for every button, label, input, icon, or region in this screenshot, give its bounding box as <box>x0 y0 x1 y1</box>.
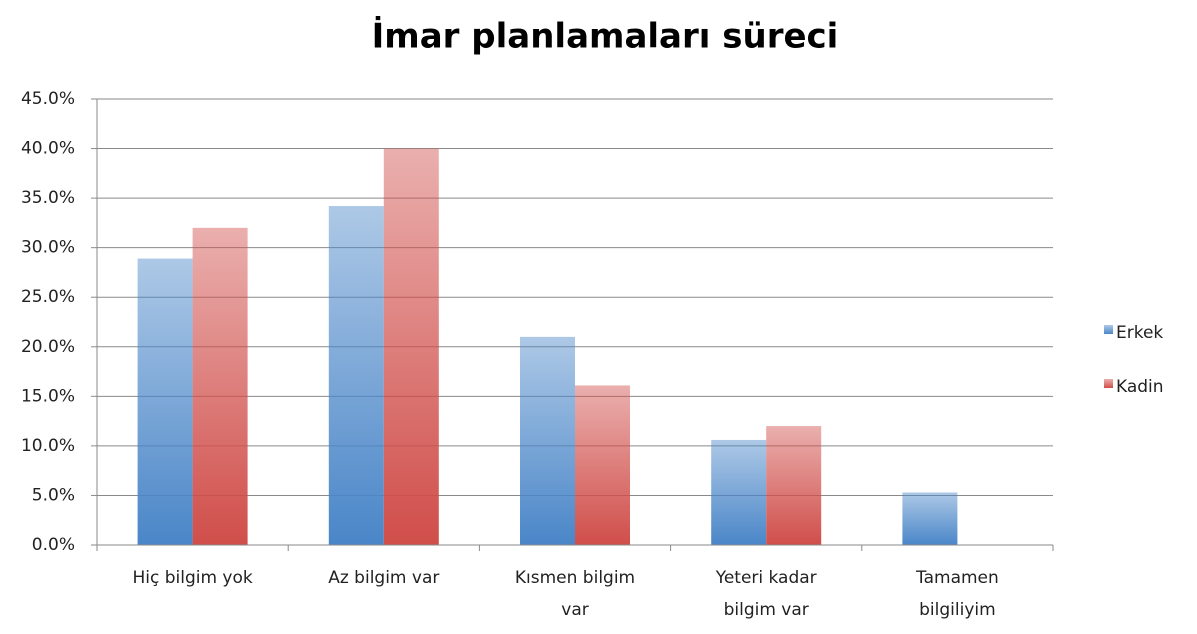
bar <box>520 336 575 545</box>
bar <box>328 206 384 546</box>
y-tick-label: 30.0% <box>21 238 75 258</box>
y-tick-label: 0.0% <box>32 535 75 555</box>
bar <box>575 385 630 545</box>
legend-label: Erkek <box>1116 323 1163 343</box>
y-tick-label: 45.0% <box>21 89 75 109</box>
chart-title: İmar planlamaları süreci <box>372 16 839 57</box>
y-tick-label: 40.0% <box>21 139 75 159</box>
bar <box>137 258 193 545</box>
legend-label: Kadin <box>1116 377 1164 397</box>
legend-swatch <box>1104 379 1113 388</box>
x-tick-label: Hiç bilgim yok <box>132 568 252 588</box>
x-tick-label: Kısmen bilgim var <box>515 568 635 620</box>
y-tick-label: 10.0% <box>21 436 75 456</box>
y-tick-label: 5.0% <box>32 485 75 505</box>
y-tick-label: 25.0% <box>21 287 75 307</box>
bar <box>766 426 822 545</box>
bar <box>192 227 248 545</box>
bar <box>902 492 958 545</box>
legend-swatch <box>1104 325 1113 334</box>
x-tick-label: Tamamen bilgiliyim <box>915 568 999 620</box>
x-tick-label: Yeteri kadar bilgim var <box>715 568 817 620</box>
y-tick-label: 15.0% <box>21 386 75 406</box>
y-tick-label: 35.0% <box>21 188 75 208</box>
y-tick-label: 20.0% <box>21 337 75 357</box>
bar <box>711 439 767 545</box>
x-tick-label: Az bilgim var <box>328 568 439 588</box>
bar <box>383 148 439 546</box>
